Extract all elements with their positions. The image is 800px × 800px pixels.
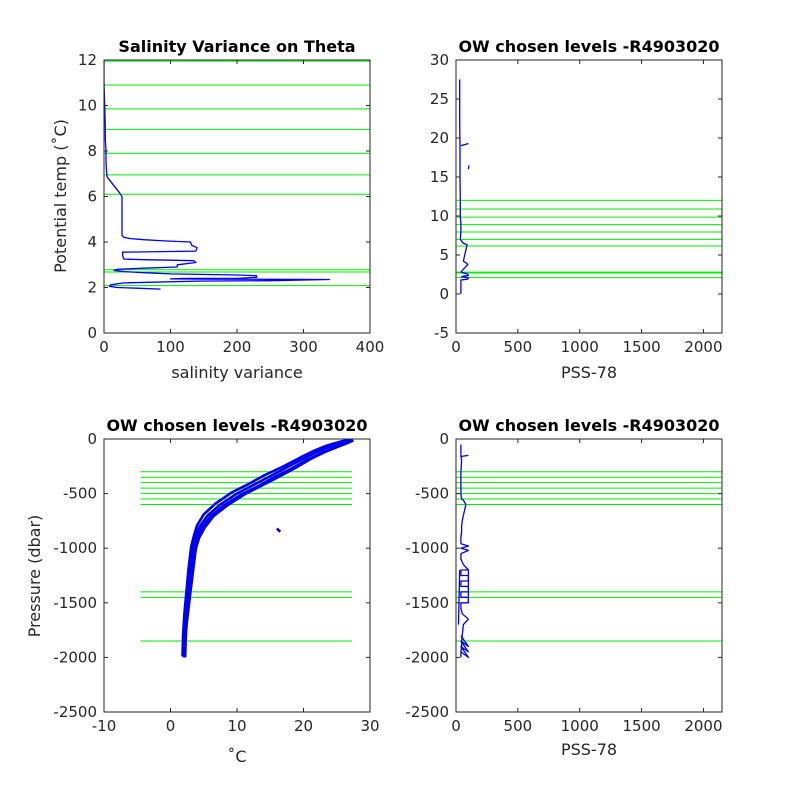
panel-title: Salinity Variance on Theta <box>118 37 355 56</box>
series-line <box>275 527 282 533</box>
y-tick-label: -2500 <box>405 703 449 721</box>
x-tick-label: 0 <box>451 338 461 356</box>
y-tick-label: -1000 <box>405 539 449 557</box>
y-tick-label: 2 <box>87 279 97 297</box>
y-axis-label: Pressure (dbar) <box>25 515 44 638</box>
y-tick-label: -5 <box>434 324 449 342</box>
series-line <box>104 60 331 290</box>
x-tick-label: 1000 <box>561 338 599 356</box>
axes-box <box>455 59 723 334</box>
series-line <box>460 444 467 544</box>
series-line <box>182 439 354 656</box>
y-tick-label: -2000 <box>405 648 449 666</box>
x-tick-label: 400 <box>356 338 385 356</box>
series-line <box>460 142 469 147</box>
y-tick-label: -1500 <box>53 594 97 612</box>
series-line <box>460 454 469 458</box>
y-tick-label: 12 <box>78 51 97 69</box>
y-tick-label: 20 <box>430 129 449 147</box>
x-tick-label: 1000 <box>561 717 599 735</box>
x-tick-label: 20 <box>294 717 313 735</box>
x-axis-label: PSS-78 <box>561 363 617 382</box>
x-tick-label: 2000 <box>684 338 722 356</box>
y-tick-label: 15 <box>430 168 449 186</box>
x-tick-label: 1500 <box>622 717 660 735</box>
x-tick-label: 500 <box>504 717 533 735</box>
series-line <box>457 569 461 625</box>
y-tick-label: 30 <box>430 51 449 69</box>
plot-area: -10 0 10 20 30 -2500 -2000 -1500 -1000 -500 0 <box>53 430 379 735</box>
x-tick-label: 0 <box>99 338 109 356</box>
y-tick-label: -1500 <box>405 594 449 612</box>
x-tick-label: 1500 <box>622 338 660 356</box>
y-tick-label: 0 <box>439 285 449 303</box>
panel-ow-levels-pressure-salinity: OW chosen levels -R4903020 0 500 1000 1500 2… <box>405 416 722 759</box>
x-tick-label: 0 <box>451 717 461 735</box>
y-tick-label: -2000 <box>53 648 97 666</box>
y-axis-label: Potential temp (˚C) <box>51 119 70 273</box>
x-tick-label: -10 <box>92 717 117 735</box>
plot-data <box>140 439 354 658</box>
x-tick-label: 300 <box>289 338 318 356</box>
panel-title: OW chosen levels -R4903020 <box>106 416 367 435</box>
y-tick-label: 6 <box>87 188 97 206</box>
series-line <box>459 79 470 294</box>
y-tick-label: -2500 <box>53 703 97 721</box>
series-line <box>182 439 351 658</box>
x-tick-label: 2000 <box>684 717 722 735</box>
y-tick-label: 0 <box>87 430 97 448</box>
x-tick-label: 500 <box>504 338 533 356</box>
x-axis-label: ˚C <box>227 747 246 766</box>
plot-data <box>456 444 722 659</box>
panel-ow-levels-theta: OW chosen levels -R4903020 0 500 1000 1500 2… <box>430 37 723 382</box>
plot-area: 0 500 1000 1500 2000 -2500 -2000 -1500 -1000 -500… <box>405 430 722 735</box>
y-tick-label: 10 <box>430 207 449 225</box>
y-tick-label: 0 <box>439 430 449 448</box>
plot-data <box>456 79 722 294</box>
x-tick-label: 10 <box>227 717 246 735</box>
y-tick-label: 4 <box>87 233 97 251</box>
panel-ow-levels-pressure-temp: OW chosen levels -R4903020 -10 0 10 20 30 -25… <box>25 416 380 766</box>
series-line <box>181 439 352 657</box>
series-line <box>467 165 470 170</box>
x-tick-label: 200 <box>223 338 252 356</box>
y-tick-label: 5 <box>439 246 449 264</box>
x-axis-label: PSS-78 <box>561 740 617 759</box>
panel-title: OW chosen levels -R4903020 <box>458 416 719 435</box>
x-tick-label: 0 <box>166 717 176 735</box>
x-tick-label: 100 <box>156 338 185 356</box>
panel-salinity-variance: Salinity Variance on Theta 0 100 200 300 400… <box>51 37 384 382</box>
x-axis-label: salinity variance <box>171 363 302 382</box>
plot-area: 0 100 200 300 400 0 2 4 6 8 10 12 <box>78 51 384 356</box>
series-line <box>460 635 470 659</box>
y-tick-label: 10 <box>78 97 97 115</box>
panel-title: OW chosen levels -R4903020 <box>458 37 719 56</box>
y-tick-label: 0 <box>87 324 97 342</box>
x-tick-label: 30 <box>360 717 379 735</box>
y-tick-label: -500 <box>415 485 449 503</box>
y-tick-label: -500 <box>63 485 97 503</box>
y-tick-label: 25 <box>430 90 449 108</box>
y-tick-label: 8 <box>87 142 97 160</box>
y-tick-label: -1000 <box>53 539 97 557</box>
axes-box <box>455 438 723 713</box>
